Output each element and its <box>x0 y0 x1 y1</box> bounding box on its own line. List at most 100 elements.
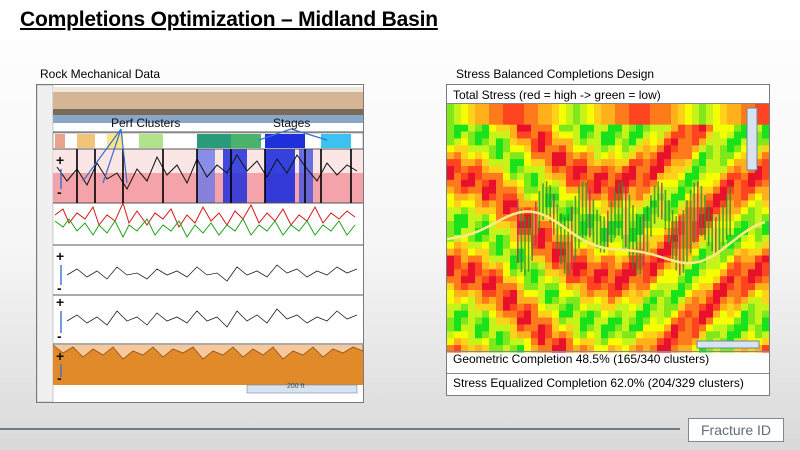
heatmap-cell <box>454 269 462 277</box>
heatmap-cell <box>671 345 679 353</box>
heatmap-cell <box>762 172 769 181</box>
title-separator <box>447 103 769 104</box>
heatmap-cell <box>601 255 609 264</box>
svg-text:+: + <box>56 152 64 168</box>
heatmap-cell <box>678 269 686 277</box>
heatmap-cell <box>699 214 707 222</box>
heatmap-cell <box>552 228 560 236</box>
heatmap-cell <box>706 117 714 126</box>
heatmap-cell <box>755 117 763 126</box>
heatmap-cell <box>608 179 616 188</box>
heatmap-cell <box>608 331 616 339</box>
heatmap-cell <box>650 193 658 202</box>
heatmap-cell <box>608 317 616 326</box>
heatmap-cell <box>748 255 756 264</box>
heatmap-cell <box>608 338 616 346</box>
heatmap-cell <box>503 166 511 174</box>
heatmap-cell <box>657 110 665 119</box>
heatmap-cell <box>489 310 497 319</box>
heatmap-cell <box>734 345 742 353</box>
heatmap-cell <box>524 248 532 257</box>
heatmap-cell <box>706 276 714 284</box>
heatmap-cell <box>538 310 546 319</box>
heatmap-cell <box>538 172 546 181</box>
vertical-scale-bar <box>746 107 758 171</box>
heatmap-cell <box>454 214 462 222</box>
heatmap-cell <box>496 276 504 284</box>
heatmap-cell <box>587 262 595 270</box>
heatmap-cell <box>496 331 504 339</box>
heatmap-cell <box>601 269 609 277</box>
heatmap-cell <box>671 303 679 312</box>
heatmap-cell <box>461 145 469 153</box>
heatmap-cell <box>531 145 539 153</box>
heatmap-cell <box>657 303 665 312</box>
heatmap-cell <box>755 290 763 298</box>
heatmap-cell <box>566 104 574 112</box>
heatmap-cell <box>734 110 742 119</box>
heatmap-cell <box>454 221 462 229</box>
heatmap-cell <box>636 310 644 319</box>
heatmap-cell <box>587 166 595 174</box>
heatmap-cell <box>559 303 567 312</box>
heatmap-cell <box>517 172 525 181</box>
heatmap-cell <box>489 331 497 339</box>
heatmap-cell <box>650 317 658 326</box>
heatmap-cell <box>727 117 735 126</box>
heatmap-cell <box>664 317 672 326</box>
heatmap-cell <box>559 214 567 222</box>
heatmap-cell <box>762 262 769 270</box>
heatmap-cell <box>594 331 602 339</box>
heatmap-cell <box>503 269 511 277</box>
heatmap-cell <box>699 221 707 229</box>
heatmap-cell <box>559 241 567 250</box>
heatmap-cell <box>517 166 525 174</box>
heatmap-cell <box>615 269 623 277</box>
heatmap-cell <box>447 214 455 222</box>
heatmap-cell <box>594 152 602 160</box>
heatmap-cell <box>510 324 518 332</box>
heatmap-cell <box>468 234 476 243</box>
heatmap-cell <box>622 172 630 181</box>
heatmap-cell <box>482 276 490 284</box>
heatmap-cell <box>468 310 476 319</box>
heatmap-cell <box>650 310 658 319</box>
heatmap-cell <box>580 283 588 291</box>
heatmap-cell <box>559 138 567 146</box>
heatmap-cell <box>510 131 518 140</box>
heatmap-cell <box>510 234 518 243</box>
heatmap-cell <box>608 159 616 167</box>
heatmap-cell <box>629 331 637 339</box>
heatmap-cell <box>734 228 742 236</box>
heatmap-cell <box>615 138 623 146</box>
heatmap-cell <box>496 152 504 160</box>
heatmap-cell <box>608 166 616 174</box>
heatmap-cell <box>580 241 588 250</box>
heatmap-cell <box>538 241 546 250</box>
heatmap-cell <box>447 166 455 174</box>
heatmap-cell <box>587 317 595 326</box>
heatmap-cell <box>657 317 665 326</box>
heatmap-cell <box>727 152 735 160</box>
heatmap-cell <box>566 186 574 195</box>
heatmap-cell <box>713 290 721 298</box>
heatmap-cell <box>664 345 672 353</box>
completion-stripe <box>589 189 591 238</box>
heatmap-cell <box>748 200 756 208</box>
heatmap-cell <box>664 138 672 146</box>
heatmap-cell <box>734 296 742 305</box>
completion-stripe <box>707 205 710 246</box>
heatmap-cell <box>531 124 539 133</box>
heatmap-cell <box>524 131 532 140</box>
heatmap-cell <box>503 124 511 133</box>
heatmap-cell <box>657 241 665 250</box>
heatmap-cell <box>482 200 490 208</box>
heatmap-cell <box>699 331 707 339</box>
heatmap-cell <box>622 303 630 312</box>
heatmap-cell <box>566 310 574 319</box>
heatmap-cell <box>720 255 728 264</box>
heatmap-cell <box>461 179 469 188</box>
heatmap-cell <box>762 138 769 146</box>
heatmap-cell <box>447 110 455 119</box>
heatmap-cell <box>664 117 672 126</box>
